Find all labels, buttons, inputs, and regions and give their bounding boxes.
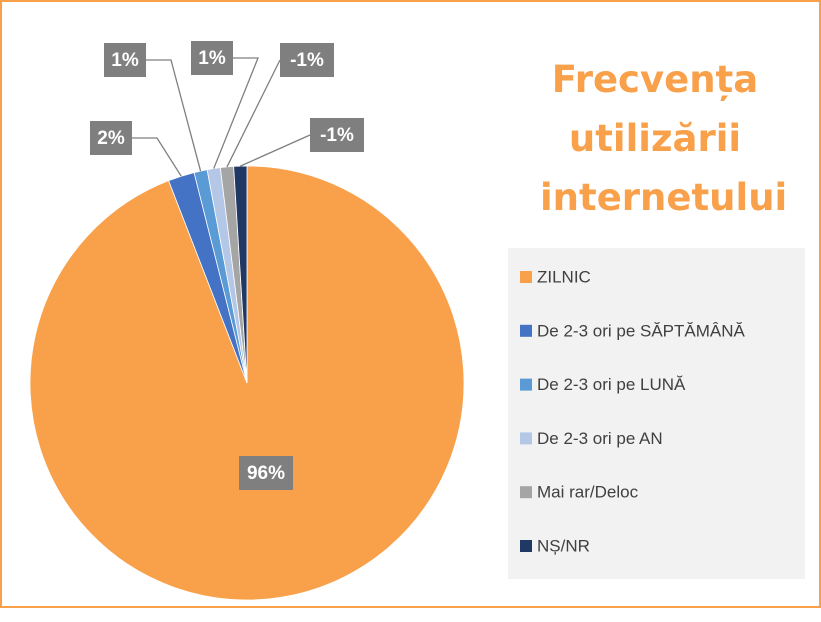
legend-swatch xyxy=(520,486,532,499)
chart-title: Frecvența utilizării internetului xyxy=(540,58,788,219)
data-label-box xyxy=(239,456,293,490)
data-label-box xyxy=(104,43,146,77)
legend-label: NȘ/NR xyxy=(537,536,590,555)
data-label-box xyxy=(191,41,233,75)
legend-label: Mai rar/Deloc xyxy=(537,483,639,502)
legend-label: De 2-3 ori pe AN xyxy=(537,429,663,448)
legend-swatch xyxy=(520,432,532,445)
leader-line xyxy=(226,59,281,168)
legend-label: De 2-3 ori pe LUNĂ xyxy=(537,375,686,394)
legend-box xyxy=(508,248,805,579)
pie-slice xyxy=(233,165,248,384)
legend-label: ZILNIC xyxy=(537,267,591,286)
data-label-box xyxy=(280,43,334,77)
legend-swatch xyxy=(520,271,532,283)
legend-label: De 2-3 ori pe SĂPTĂMÂNĂ xyxy=(537,321,746,340)
data-label: 96% xyxy=(247,463,285,484)
data-label: 1% xyxy=(111,50,139,71)
leader-line xyxy=(146,59,202,172)
leader-line xyxy=(132,137,182,177)
legend-swatch xyxy=(520,324,532,337)
legend-swatch xyxy=(520,540,532,552)
data-label: -1% xyxy=(320,125,354,146)
data-label: 1% xyxy=(198,48,226,69)
data-label: 2% xyxy=(97,128,125,149)
data-label: -1% xyxy=(290,50,324,71)
data-label-box xyxy=(310,118,364,152)
leader-line xyxy=(213,57,259,169)
data-label-box xyxy=(90,121,132,155)
legend-swatch xyxy=(520,378,532,391)
leader-line xyxy=(240,134,311,167)
